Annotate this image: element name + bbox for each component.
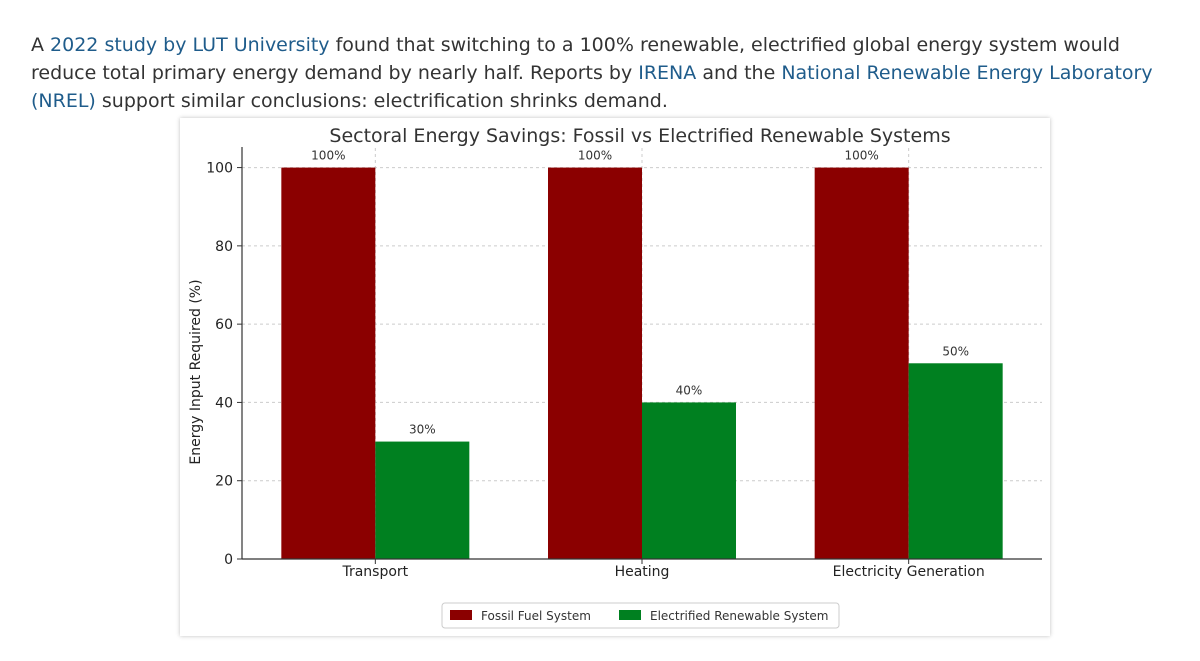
intro-text-1: A	[31, 34, 51, 56]
intro-text-2: found that switching to a 100% renewable…	[31, 34, 1120, 84]
legend-swatch	[450, 610, 472, 620]
intro-text-3: and the	[696, 62, 782, 84]
y-tick-label: 40	[215, 395, 233, 411]
bar-renewable	[908, 363, 1003, 559]
chart-title: Sectoral Energy Savings: Fossil vs Elect…	[329, 125, 950, 147]
bar-fossil	[281, 167, 376, 560]
y-tick-label: 80	[215, 239, 233, 255]
y-axis-label: Energy Input Required (%)	[188, 279, 204, 464]
bar-renewable	[375, 441, 470, 559]
legend-label: Electrified Renewable System	[650, 609, 828, 623]
intro-text-4: support similar conclusions: electrifica…	[95, 90, 668, 112]
legend-label: Fossil Fuel System	[481, 609, 591, 623]
chart-image: Sectoral Energy Savings: Fossil vs Elect…	[180, 118, 1050, 636]
irena-link[interactable]: IRENA	[638, 62, 697, 84]
bar-fossil	[548, 167, 642, 560]
intro-paragraph: A 2022 study by LUT University found tha…	[31, 31, 1181, 115]
y-tick-label: 20	[215, 474, 233, 490]
bar-renewable	[642, 402, 736, 559]
bar-chart: Sectoral Energy Savings: Fossil vs Elect…	[188, 125, 1042, 629]
bar-fossil	[814, 167, 909, 560]
lut-study-link[interactable]: 2022 study by LUT University	[50, 34, 330, 56]
tick-labels: 0 20 40 60 80 100 Transport Heating Electricity …	[206, 161, 984, 580]
bar-value-label: 100%	[311, 149, 345, 163]
x-tick-label: Heating	[615, 564, 670, 580]
y-tick-label: 0	[224, 552, 233, 568]
bar-value-label: 100%	[845, 149, 879, 163]
bars	[281, 167, 1003, 560]
y-tick-label: 100	[206, 161, 233, 177]
bar-value-label: 50%	[942, 344, 969, 358]
nrel-link[interactable]: National Renewable Energy Laboratory (NR…	[31, 62, 1153, 112]
bar-value-label: 100%	[578, 149, 612, 163]
legend: Fossil Fuel System Electrified Renewable …	[441, 602, 840, 629]
y-tick-label: 60	[215, 317, 233, 333]
x-tick-label: Electricity Generation	[833, 564, 985, 580]
x-tick-label: Transport	[341, 564, 408, 580]
bar-value-labels: 100% 100% 100% 30% 40% 50%	[311, 149, 969, 437]
axes	[237, 147, 1042, 564]
legend-swatch	[619, 610, 641, 620]
bar-value-label: 30%	[409, 423, 436, 437]
bar-value-label: 40%	[676, 383, 703, 397]
